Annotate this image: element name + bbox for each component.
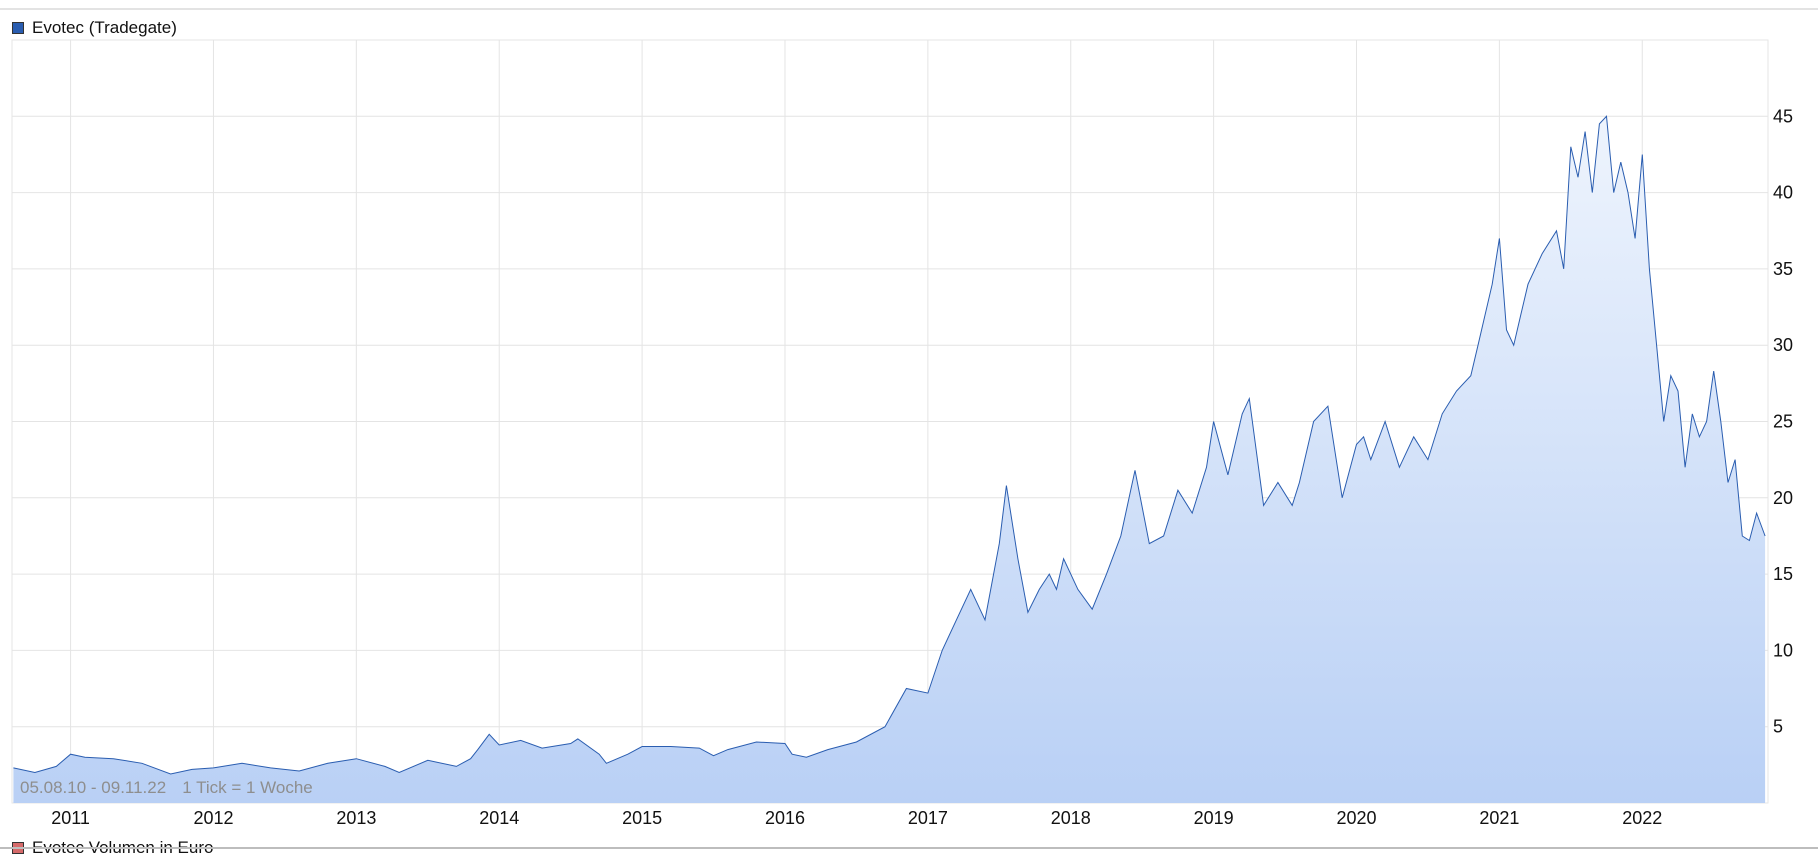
x-tick-label: 2015 <box>622 808 662 828</box>
legend-label: Evotec (Tradegate) <box>32 18 177 37</box>
bottom-border <box>0 847 1818 849</box>
x-tick-label: 2021 <box>1479 808 1519 828</box>
x-tick-label: 2014 <box>479 808 519 828</box>
y-tick-label: 20 <box>1773 488 1793 508</box>
x-tick-label: 2017 <box>908 808 948 828</box>
x-tick-label: 2016 <box>765 808 805 828</box>
x-tick-label: 2012 <box>193 808 233 828</box>
y-tick-label: 35 <box>1773 259 1793 279</box>
y-tick-label: 15 <box>1773 564 1793 584</box>
x-tick-label: 2020 <box>1336 808 1376 828</box>
x-tick-label: 2011 <box>51 808 90 828</box>
y-axis-ticks: 5 10 15 20 25 30 35 40 45 <box>1773 106 1793 736</box>
x-tick-label: 2013 <box>336 808 376 828</box>
y-tick-label: 40 <box>1773 183 1793 203</box>
tick-interval-label: 1 Tick = 1 Woche <box>182 778 313 797</box>
y-tick-label: 5 <box>1773 717 1783 737</box>
x-tick-label: 2018 <box>1051 808 1091 828</box>
date-range-label: 05.08.10 - 09.11.22 <box>20 778 166 797</box>
legend-swatch-icon <box>12 22 24 34</box>
x-tick-label: 2022 <box>1622 808 1662 828</box>
chart-info: 05.08.10 - 09.11.22 1 Tick = 1 Woche <box>20 778 313 797</box>
top-border <box>0 8 1818 10</box>
x-axis-ticks: 2011 2012 2013 2014 2015 2016 2017 2018 2019 2020… <box>51 808 1662 828</box>
y-tick-label: 45 <box>1773 106 1793 126</box>
y-tick-label: 25 <box>1773 412 1793 432</box>
y-tick-label: 30 <box>1773 335 1793 355</box>
y-tick-label: 10 <box>1773 640 1793 660</box>
legend-evotec-tradegate[interactable]: Evotec (Tradegate) <box>12 18 177 38</box>
price-line <box>13 115 1766 775</box>
x-tick-label: 2019 <box>1194 808 1234 828</box>
price-area <box>13 116 1766 804</box>
